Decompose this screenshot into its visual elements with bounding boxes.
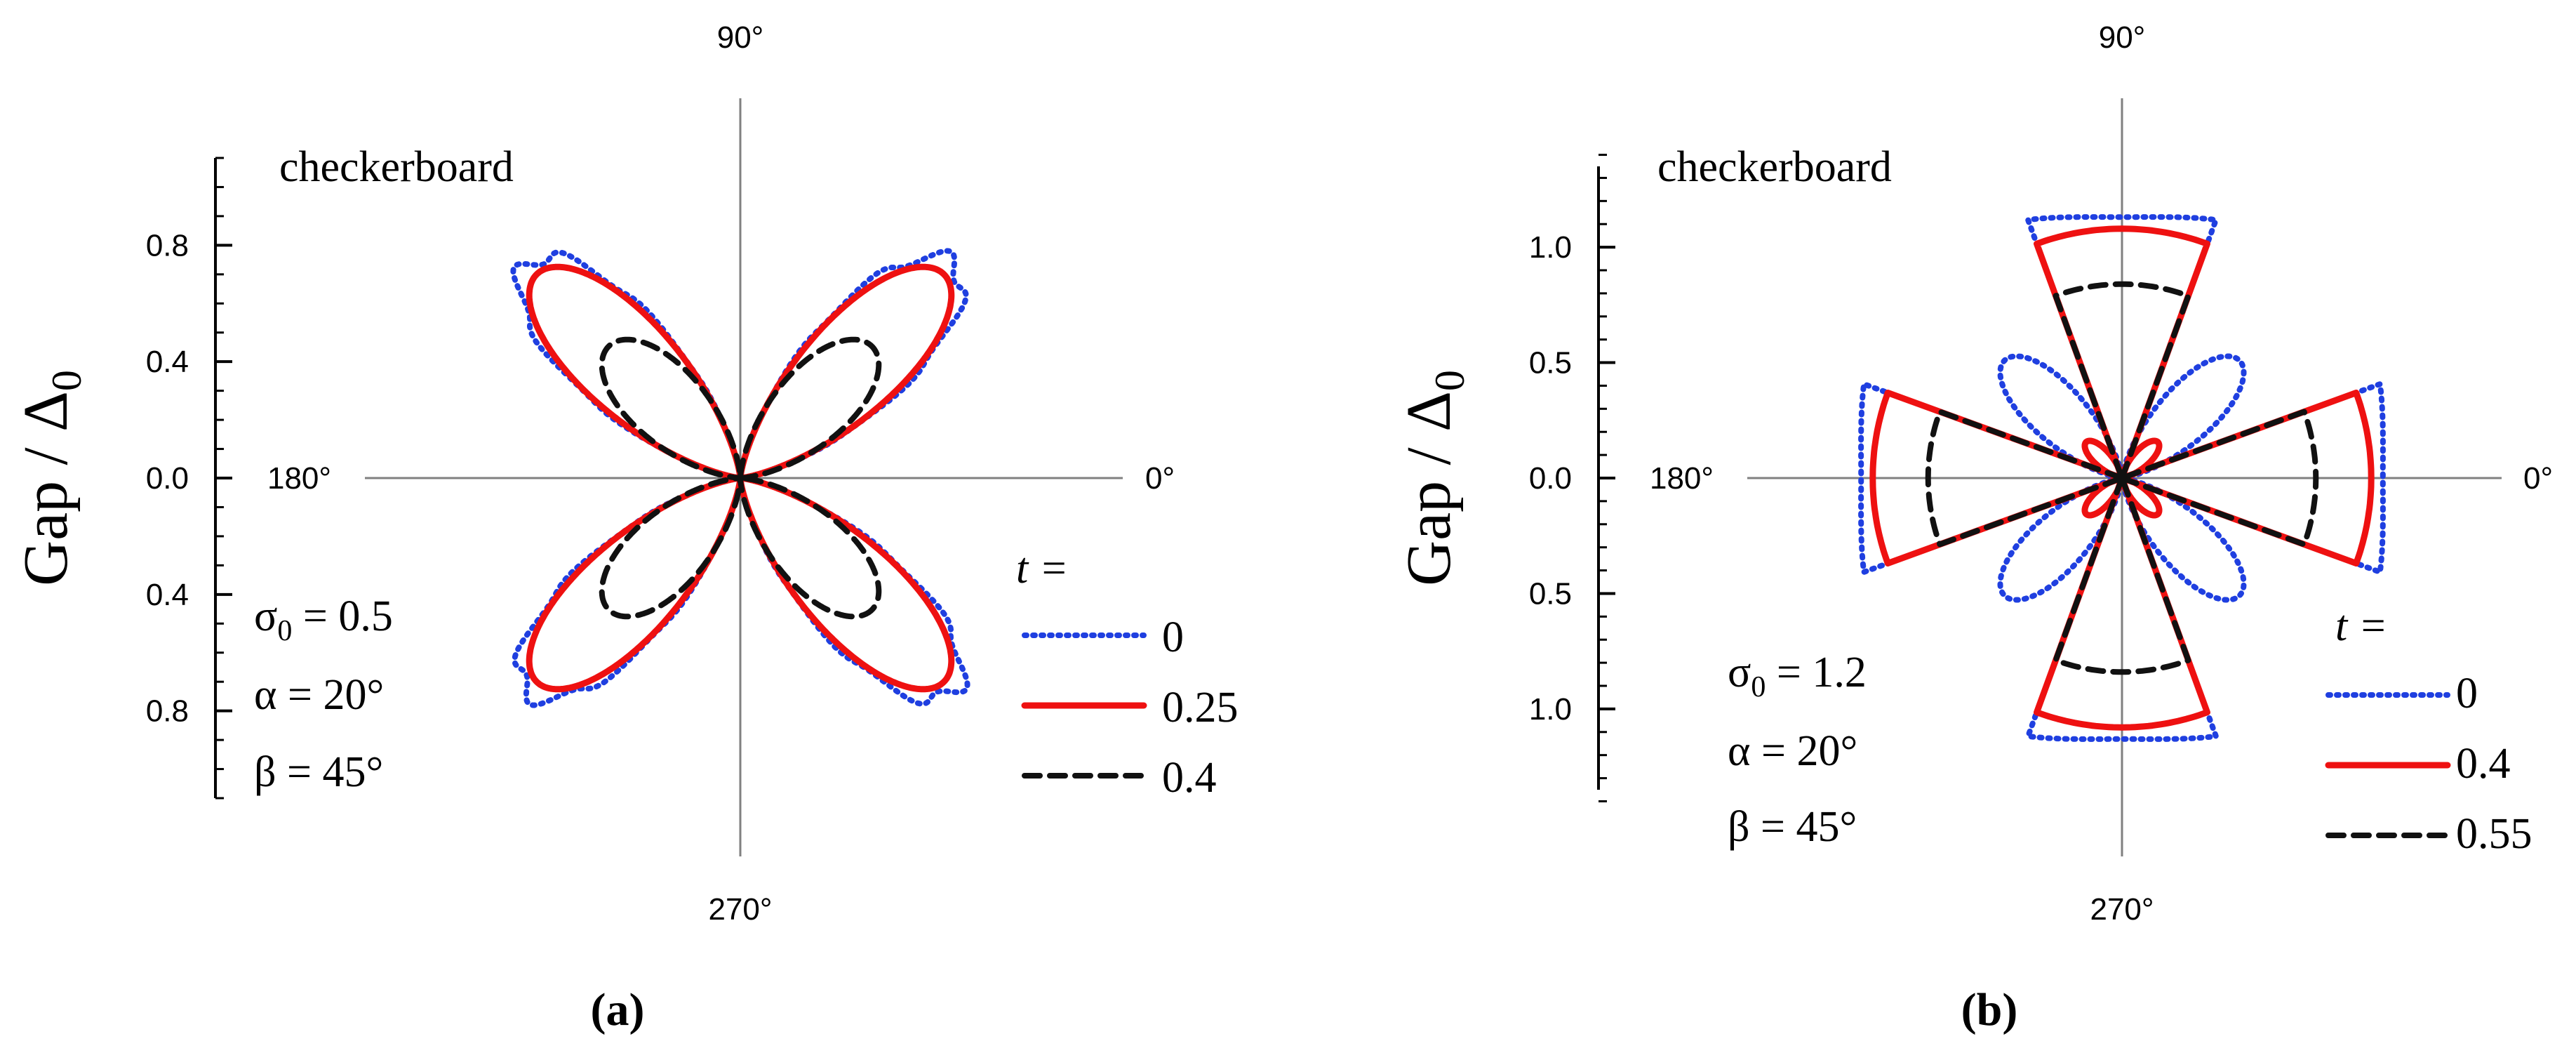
panel-a-angle-label-180: 180°	[267, 461, 331, 496]
panel-b-annotation: checkerboard	[1657, 143, 1892, 191]
panel-b-legend-label: 0.4	[2456, 740, 2511, 788]
series-curve-t-0.4	[599, 336, 882, 620]
panel-b-legend-label: 0.55	[2456, 810, 2532, 858]
panel-b-angle-label-90: 90°	[2099, 20, 2146, 55]
panel-b-major-ticks	[1599, 246, 1615, 710]
panel-a-radial-tick-label: 0.8	[146, 228, 189, 263]
panel-b-param-sigma: σ0 = 1.2	[1728, 649, 1867, 703]
series-curve-t-0.4	[1869, 225, 2375, 731]
panel-a-radial-tick-label: 0.4	[146, 345, 189, 379]
panel-b-radial-tick-label: 0.0	[1529, 461, 1572, 496]
panel-b-radial-tick-label: 1.0	[1529, 230, 1572, 265]
panel-b-radial-tick-label: 0.5	[1529, 576, 1572, 611]
panel-a-legend-label: 0.25	[1162, 684, 1239, 731]
panel-a-label: (a)	[591, 984, 645, 1035]
panel-a-param-beta: β = 45°	[254, 748, 383, 796]
panel-a-y-axis-label: Gap / Δ0	[11, 370, 90, 586]
panel-a-polar-chart: 0.8 0.4 0.0 0.4 0.8 90° 270° 180° 0° Gap…	[11, 20, 1239, 1035]
panel-b-legend-label: 0	[2456, 670, 2478, 717]
panel-a-legend-label: 0	[1162, 614, 1184, 661]
panel-b-legend	[2325, 692, 2451, 838]
panel-a-radial-tick-label: 0.8	[146, 694, 189, 729]
panel-b-param-beta: β = 45°	[1728, 803, 1857, 851]
series-curve-t-0.55	[1925, 281, 2319, 675]
series-curve-t-0	[1858, 214, 2386, 742]
panel-a-param-alpha: α = 20°	[254, 671, 384, 719]
panel-b-radial-tick-label: 0.5	[1529, 346, 1572, 380]
panel-a-annotation: checkerboard	[279, 143, 514, 191]
panel-a-param-sigma: σ0 = 0.5	[254, 592, 393, 647]
panel-a-radial-tick-label: 0.0	[146, 461, 189, 496]
panel-b-angle-label-180: 180°	[1650, 461, 1714, 496]
panel-a-axes	[214, 98, 1123, 856]
panel-a-radial-tick-label: 0.4	[146, 578, 189, 612]
panel-a-series	[510, 248, 970, 708]
panel-a-angle-label-0: 0°	[1145, 461, 1175, 496]
panel-b-legend-title: t =	[2335, 602, 2388, 650]
panel-b-angle-label-270: 270°	[2090, 892, 2154, 927]
panel-b-label: (b)	[1961, 984, 2018, 1035]
panel-a-legend	[1021, 632, 1147, 779]
panel-b-angle-label-0: 0°	[2523, 461, 2553, 496]
panel-a-major-ticks	[215, 244, 232, 713]
panel-b-radial-tick-label: 1.0	[1529, 692, 1572, 727]
panel-b-series	[1858, 214, 2386, 742]
panel-a-angle-label-90: 90°	[717, 20, 764, 55]
panel-b-polar-chart: 1.0 0.5 0.0 0.5 1.0 90° 270° 180° 0° Gap…	[1394, 20, 2553, 1035]
panel-a-legend-label: 0.4	[1162, 754, 1217, 802]
panel-a-legend-title: t =	[1016, 545, 1069, 592]
panel-b-param-alpha: α = 20°	[1728, 727, 1857, 775]
panel-a-angle-label-270: 270°	[708, 892, 772, 927]
panel-b-y-axis-label: Gap / Δ0	[1394, 370, 1473, 586]
